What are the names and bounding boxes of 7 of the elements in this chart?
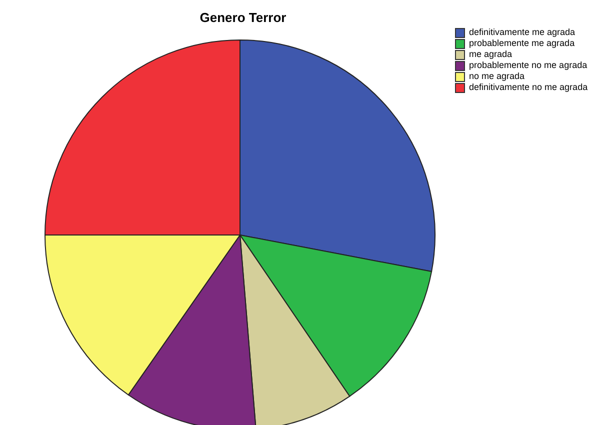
chart-title: Genero Terror [198,10,288,25]
legend-label: definitivamente no me agrada [469,82,588,92]
legend-label: no me agrada [469,71,525,81]
legend-label: probablemente me agrada [469,38,575,48]
legend-label: me agrada [469,49,512,59]
legend-label: probablemente no me agrada [469,60,588,70]
legend-label: definitivamente me agrada [469,27,576,37]
